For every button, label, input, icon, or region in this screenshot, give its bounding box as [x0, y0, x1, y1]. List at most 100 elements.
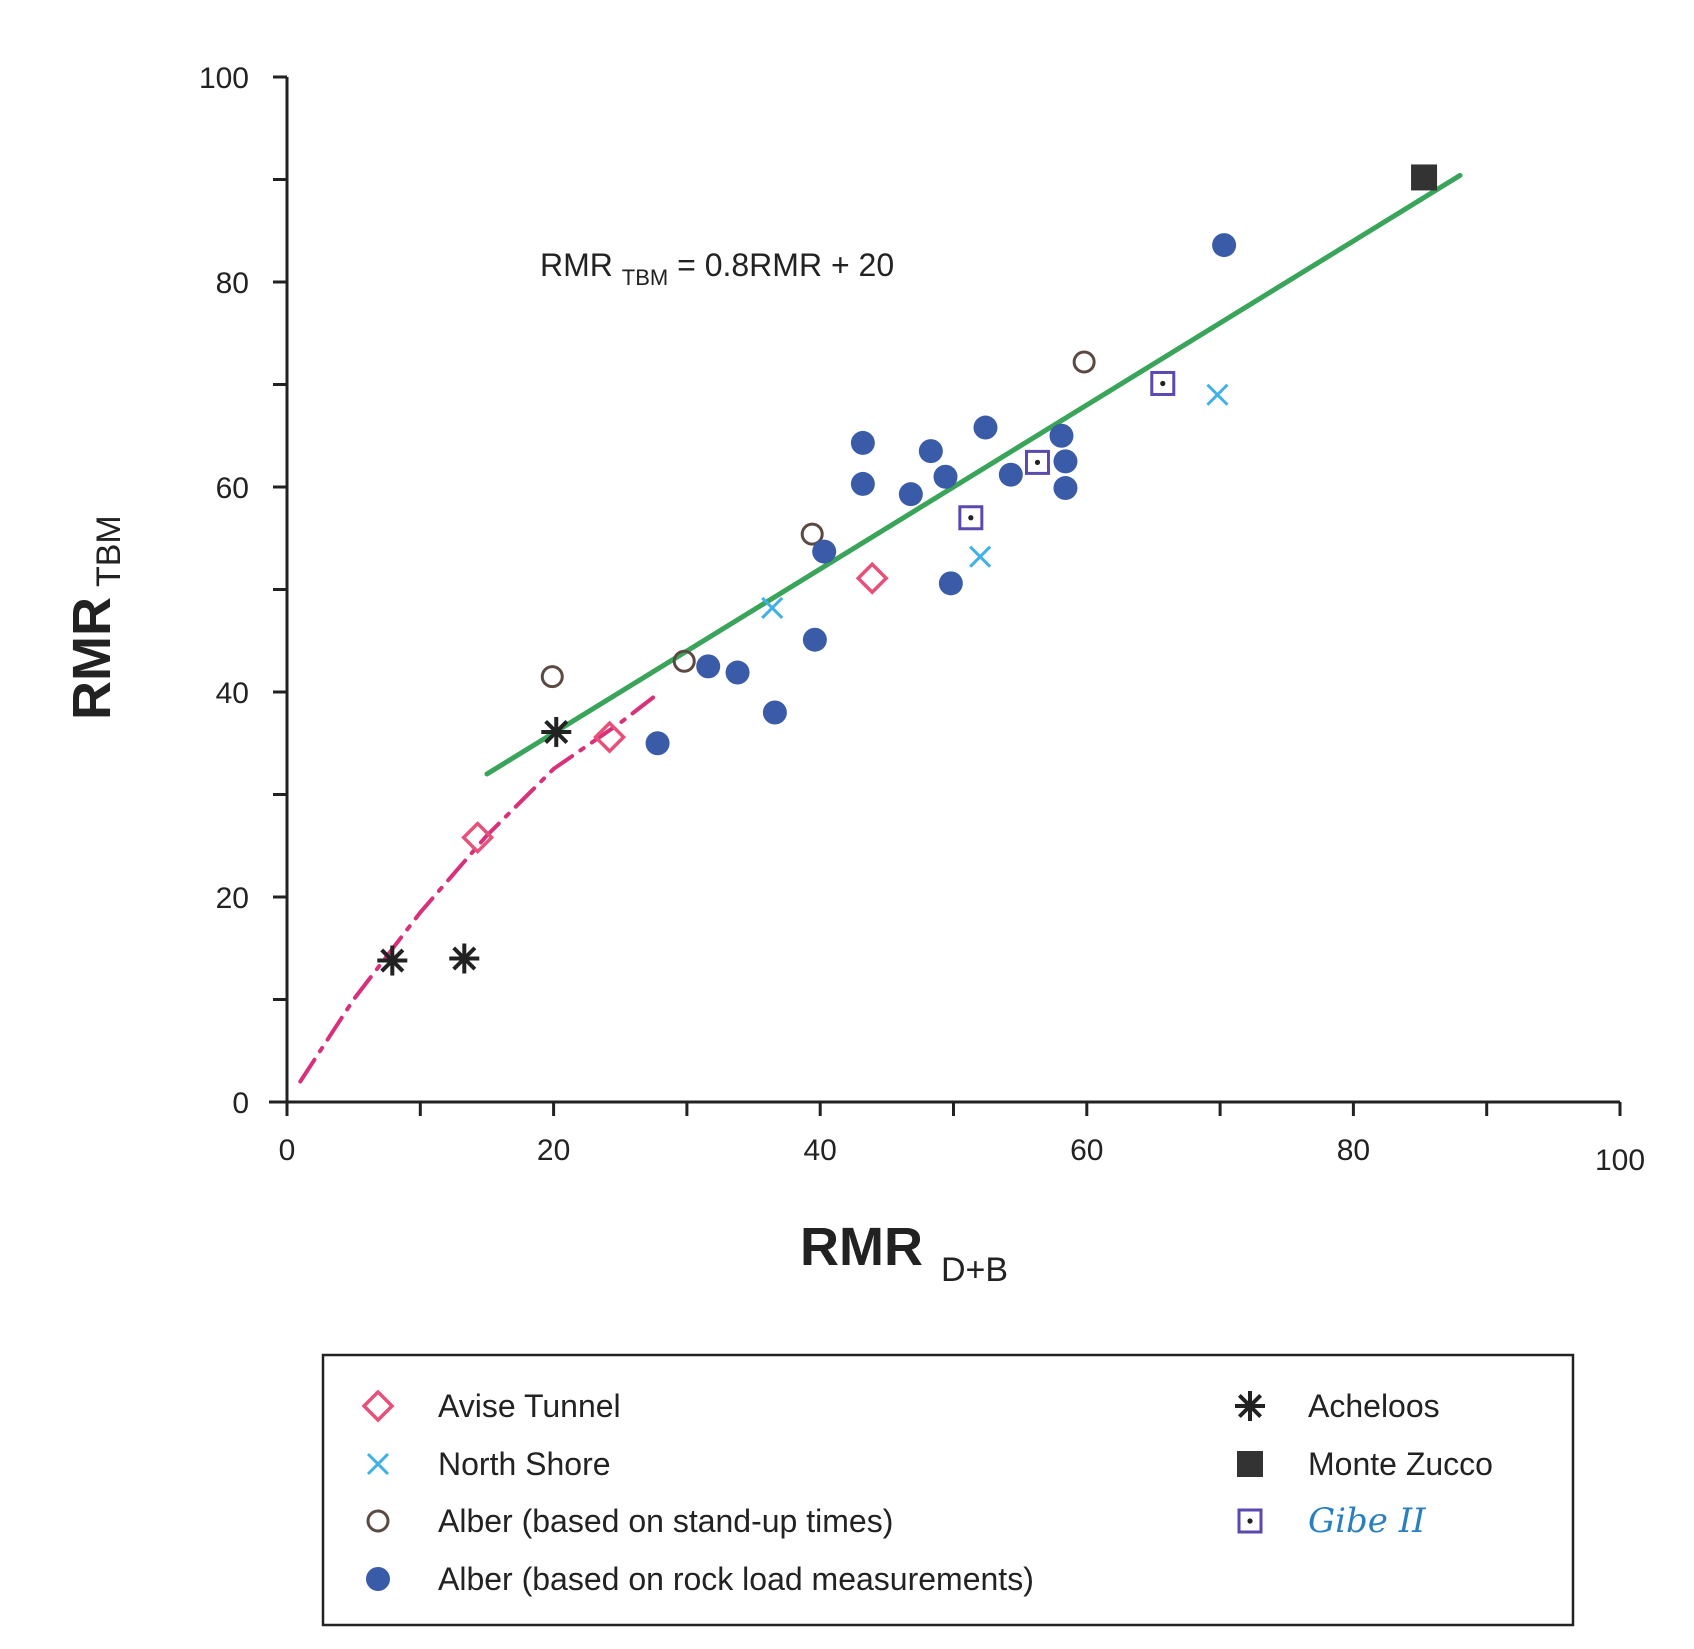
legend-item: Avise Tunnel — [361, 1388, 621, 1424]
legend-marker — [361, 1389, 395, 1423]
asterisk-stroke — [452, 946, 477, 971]
x-axis-title: RMR D+B — [800, 1217, 1008, 1289]
data-point — [1053, 449, 1078, 474]
legend: Avise Tunnel North Shore Alber (based on s… — [321, 1353, 1575, 1627]
square-marker-dot — [1247, 1518, 1253, 1524]
square-marker-outline — [958, 505, 984, 531]
legend-marker — [366, 1452, 390, 1476]
data-point — [802, 627, 827, 652]
data-point — [850, 430, 875, 455]
x-tick-label: 100 — [1595, 1144, 1645, 1177]
legend-item: Gibe II — [1237, 1501, 1426, 1541]
data-point — [449, 943, 480, 974]
fit-equation-annotation: RMR TBM = 0.8RMR + 20 — [540, 247, 894, 290]
y-tick-label: 40 — [216, 677, 249, 710]
data-point — [933, 464, 958, 489]
legend-item: North Shore — [366, 1446, 611, 1482]
data-point — [1072, 350, 1096, 374]
data-point — [540, 665, 564, 689]
square-marker-dot — [968, 515, 974, 521]
x-ticks: 0 20 40 60 80 100 — [279, 1102, 1645, 1177]
legend-item: Alber (based on rock load measurements) — [366, 1561, 1034, 1597]
y-axis-title-main: RMR — [62, 597, 122, 720]
legend-label: North Shore — [438, 1446, 611, 1482]
x-marker-stroke — [1206, 383, 1229, 406]
data-point — [958, 505, 984, 531]
data-point — [1150, 370, 1176, 396]
data-point — [938, 571, 963, 596]
x-marker-stroke — [969, 545, 992, 568]
data-point — [850, 471, 875, 496]
legend-label: Alber (based on rock load measurements) — [438, 1561, 1034, 1597]
y-tick-label: 0 — [232, 1087, 249, 1120]
data-point — [1411, 164, 1438, 191]
square-marker-outline — [1150, 370, 1176, 396]
data-point — [725, 660, 750, 685]
series-6 — [958, 370, 1176, 531]
data-point — [918, 439, 943, 464]
y-tick-label: 20 — [216, 882, 249, 915]
data-point — [593, 720, 627, 754]
axes: 0 20 40 60 80 100 0 20 40 60 80 100 — [199, 62, 1645, 1177]
legend-marker — [1235, 1391, 1265, 1421]
legend-label: Avise Tunnel — [438, 1388, 621, 1424]
x-axis-title-sub: D+B — [941, 1251, 1008, 1289]
series-2 — [540, 350, 1096, 689]
legend-item: Monte Zucco — [1237, 1446, 1493, 1482]
data-point — [898, 482, 923, 507]
data-point — [969, 545, 992, 568]
x-tick-label: 80 — [1337, 1134, 1370, 1167]
data-point — [672, 649, 696, 673]
legend-label: Alber (based on stand-up times) — [438, 1503, 893, 1539]
data-point — [1206, 383, 1229, 406]
equation-part-2: = 0.8RMR + 20 — [668, 247, 894, 283]
data-point — [762, 700, 787, 725]
data-point — [1049, 423, 1074, 448]
legend-label: Gibe II — [1308, 1501, 1426, 1541]
series-1 — [761, 383, 1229, 620]
asterisk-stroke — [380, 948, 405, 973]
asterisk-stroke — [544, 719, 569, 744]
x-tick-label: 20 — [537, 1134, 570, 1167]
data-point — [645, 731, 670, 756]
legend-marker — [366, 1567, 390, 1591]
legend-label: Acheloos — [1308, 1388, 1440, 1424]
y-tick-label: 60 — [216, 472, 249, 505]
series-5 — [1411, 164, 1438, 191]
x-tick-label: 0 — [279, 1134, 296, 1167]
series-0 — [461, 561, 889, 855]
data-point — [377, 945, 408, 976]
square-marker-dot — [1160, 380, 1166, 387]
data-point — [855, 561, 889, 595]
legend-item: Alber (based on stand-up times) — [366, 1503, 893, 1539]
fit-lines — [298, 172, 1463, 1084]
x-axis-title-main: RMR — [800, 1217, 923, 1277]
asterisk-stroke — [1237, 1393, 1263, 1419]
legend-label: Monte Zucco — [1308, 1446, 1493, 1482]
legend-marker — [1237, 1451, 1263, 1477]
legend-marker — [1237, 1508, 1263, 1534]
y-tick-label: 80 — [216, 267, 249, 300]
series-3 — [645, 233, 1237, 756]
y-axis-title: RMR TBM — [62, 515, 128, 720]
data-point — [1024, 449, 1050, 475]
legend-marker — [366, 1509, 390, 1533]
y-tick-label: 100 — [199, 62, 249, 95]
square-marker-outline — [1024, 449, 1050, 475]
linear-fit-line — [484, 172, 1463, 777]
data-point — [696, 654, 721, 679]
data-point — [973, 415, 998, 440]
data-point — [461, 821, 495, 855]
y-axis-title-sub: TBM — [90, 515, 128, 587]
data-point — [800, 522, 824, 546]
x-tick-label: 40 — [804, 1134, 837, 1167]
data-point — [541, 716, 572, 747]
equation-part-1: RMR — [540, 247, 622, 283]
data-point — [998, 462, 1023, 487]
data-markers — [377, 164, 1438, 976]
data-point — [1212, 233, 1237, 258]
square-marker-outline — [1237, 1508, 1263, 1534]
square-marker-dot — [1034, 459, 1041, 465]
y-ticks: 0 20 40 60 80 100 — [199, 62, 287, 1120]
